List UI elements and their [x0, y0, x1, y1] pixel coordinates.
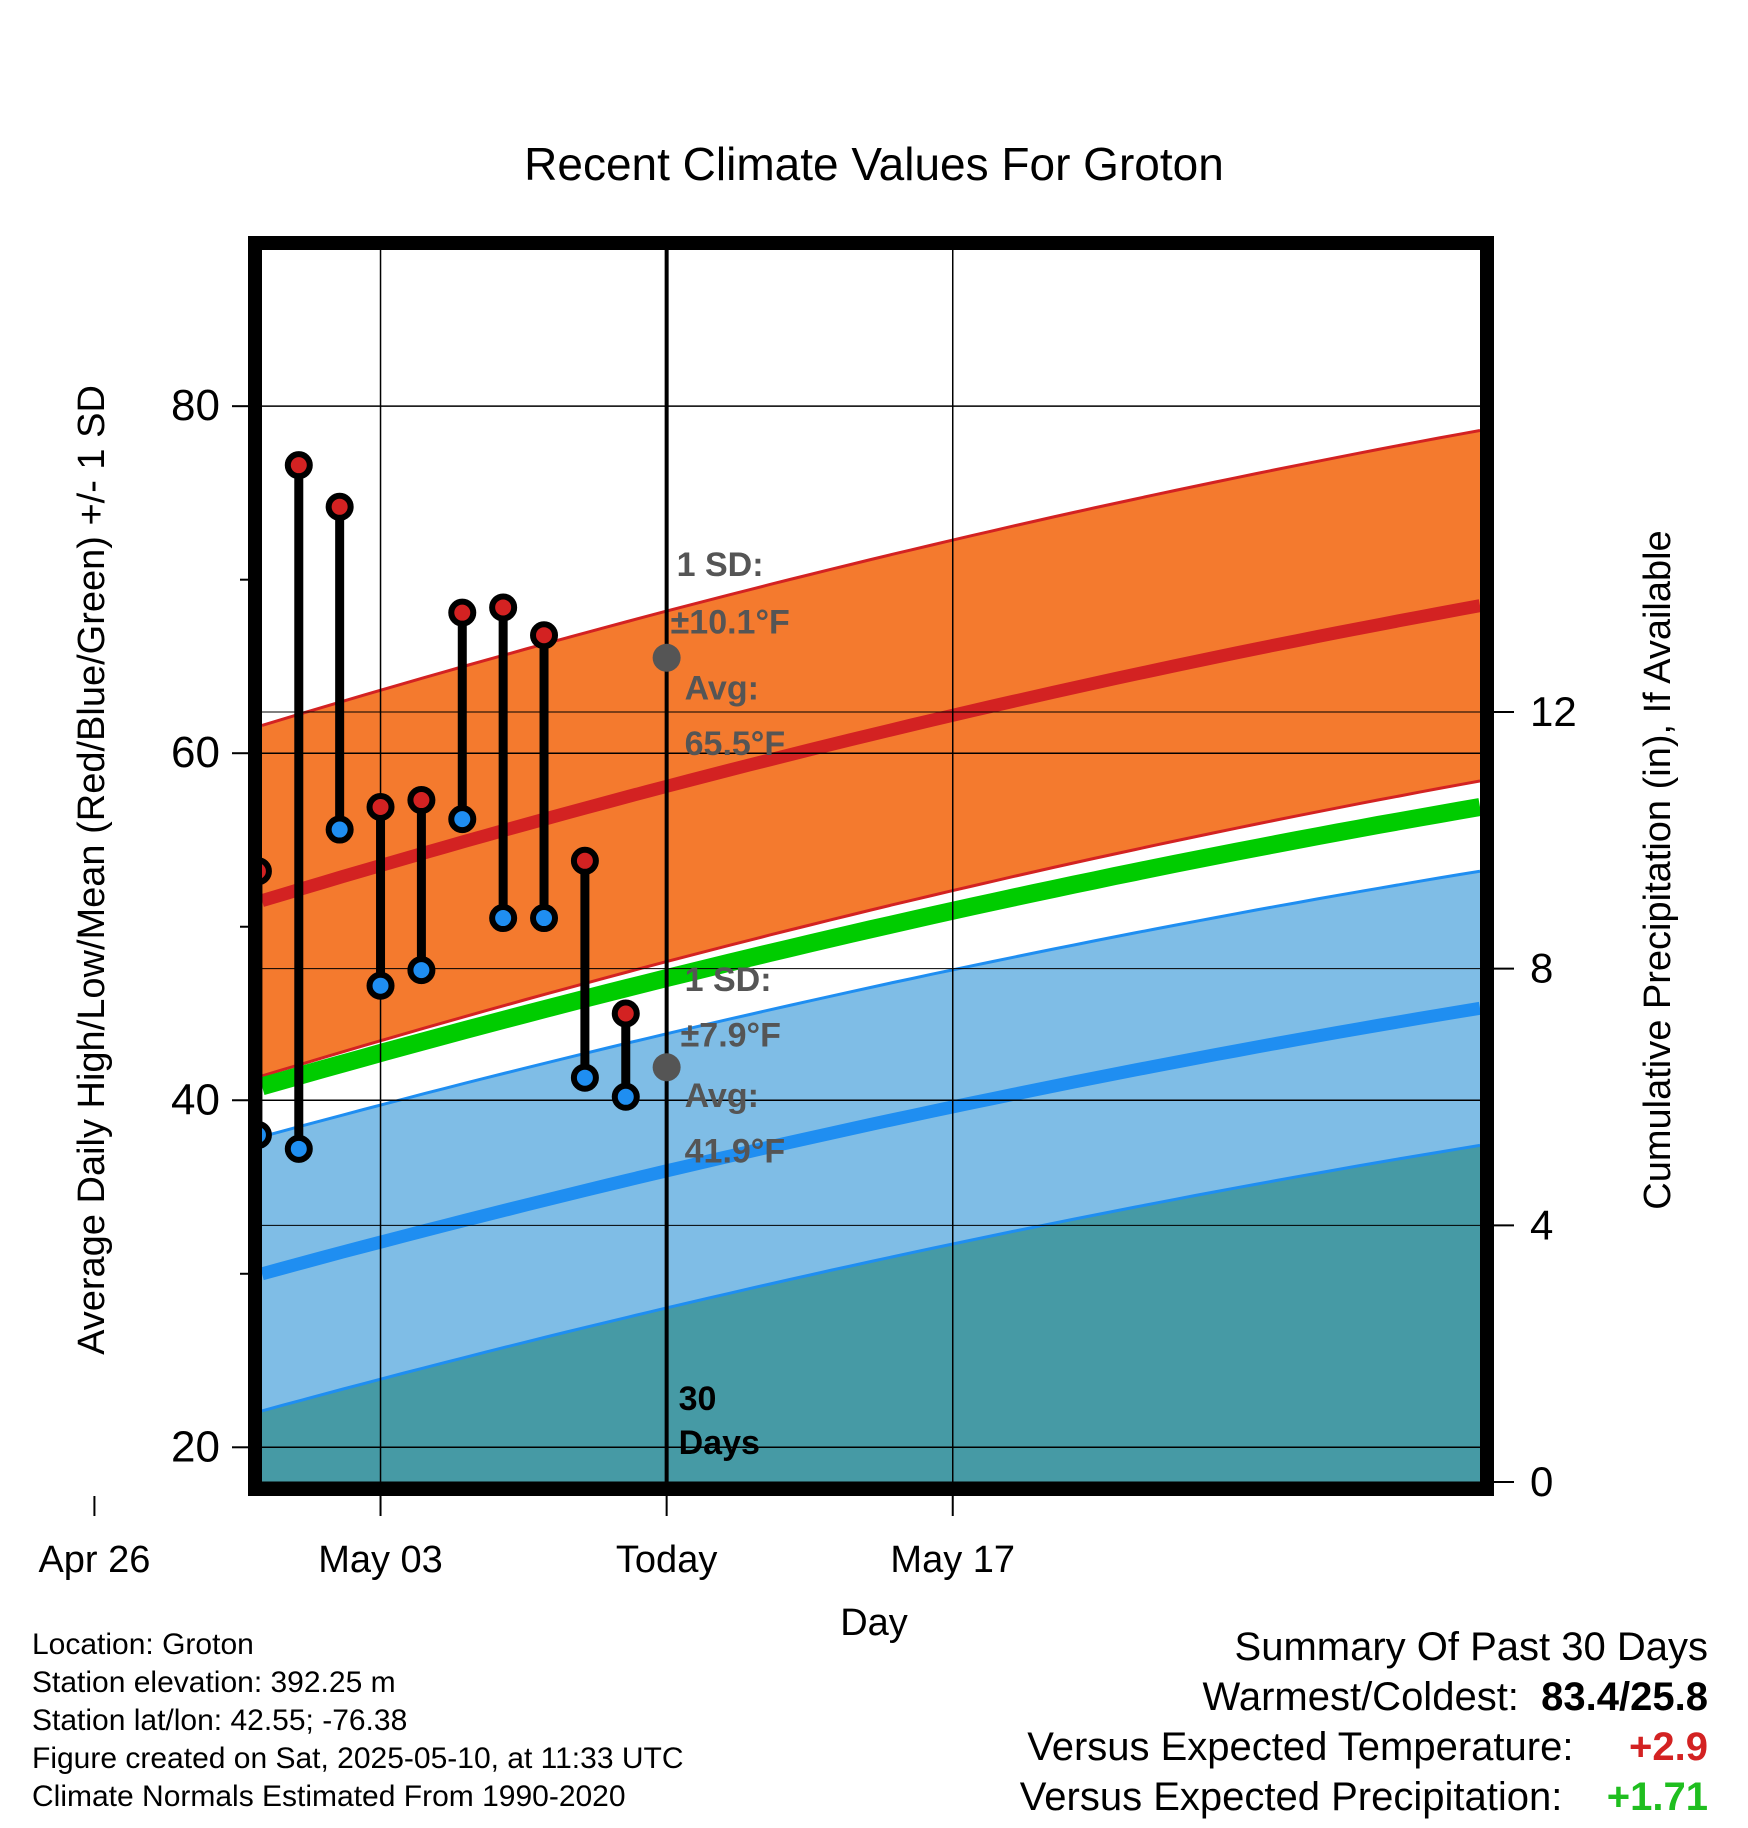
- low-sd-label: 1 SD:: [685, 961, 772, 999]
- normal-high-line: [262, 599, 1480, 907]
- summary-precip-label: Versus Expected Precipitation:: [1019, 1775, 1563, 1819]
- daily-high-point: [325, 492, 354, 521]
- summary-coldest-value: 25.8: [1630, 1675, 1708, 1719]
- today-low-avg-marker: [652, 1053, 681, 1082]
- summary-slash: /: [1619, 1675, 1631, 1719]
- daily-high-point: [262, 857, 272, 885]
- daily-low-point: [284, 1134, 313, 1163]
- x-tick-label: Apr 26: [38, 1539, 150, 1581]
- summary-panel: Summary Of Past 30 Days Warmest/Coldest:…: [1020, 1622, 1708, 1822]
- info-elevation: Station elevation: 392.25 m: [32, 1666, 396, 1699]
- daily-low-point: [611, 1082, 640, 1111]
- daily-low-point: [43, 845, 65, 867]
- info-created: Figure created on Sat, 2025-05-10, at 11…: [32, 1742, 684, 1775]
- daily-low-point: [570, 1063, 599, 1092]
- daily-low-point: [165, 1174, 187, 1196]
- daily-low-point: [2, 992, 24, 1014]
- x-axis-label: Day: [840, 1602, 908, 1644]
- normal-high-sd-band-lower-edge: [262, 779, 1480, 1078]
- summary-heading: Summary Of Past 30 Days: [1234, 1625, 1708, 1669]
- info-latlon: Station lat/lon: 42.55; -76.38: [32, 1704, 408, 1737]
- summary-precip-row: Versus Expected Precipitation: +1.71: [1020, 1772, 1708, 1822]
- y-tick-label: 60: [171, 728, 220, 777]
- daily-high-point: [489, 593, 518, 622]
- low-avg-value: 41.9°F: [685, 1133, 786, 1171]
- daily-low-point: [530, 904, 559, 933]
- y-tick-label: 20: [171, 1422, 220, 1471]
- daily-high-point: [43, 444, 65, 466]
- info-location: Location: Groton: [32, 1628, 254, 1661]
- high-sd-value: ±10.1°F: [671, 603, 790, 641]
- today-high-avg-marker: [652, 643, 681, 672]
- normal-low-sd-band-upper-edge: [262, 869, 1480, 1139]
- y-tick-label: 80: [171, 381, 220, 430]
- y2-tick-label: 8: [1530, 945, 1553, 992]
- daily-high-point: [124, 794, 146, 816]
- summary-warmest-value: 83.4: [1541, 1675, 1620, 1719]
- info-normals: Climate Normals Estimated From 1990-2020: [32, 1780, 626, 1813]
- daily-low-point: [124, 1119, 146, 1141]
- y2-tick-label: 0: [1530, 1458, 1553, 1505]
- normal-mean-line: [262, 798, 1480, 1096]
- daily-low-point: [206, 871, 228, 893]
- high-sd-label: 1 SD:: [677, 546, 764, 584]
- high-avg-label: Avg:: [685, 669, 759, 707]
- daily-low-point: [407, 956, 436, 985]
- daily-high-point: [530, 621, 559, 650]
- daily-high-point: [2, 414, 24, 436]
- daily-low-point: [448, 805, 477, 834]
- daily-high-point: [407, 786, 436, 815]
- summary-temp-row: Versus Expected Temperature: +2.9: [1020, 1722, 1708, 1772]
- plot-area: 1 SD: ±10.1°F Avg: 65.5°F 1 SD: ±7.9°F Avg: 41.…: [2, 236, 1577, 1581]
- low-avg-label: Avg:: [685, 1077, 759, 1115]
- y2-axis-label: Cumulative Precipitation (in), If Availa…: [1637, 530, 1679, 1209]
- y-axis-label: Average Daily High/Low/Mean (Red/Blue/Gr…: [71, 385, 113, 1355]
- days-label-number: 30: [679, 1380, 717, 1418]
- daily-high-point: [366, 793, 395, 822]
- daily-high-point: [165, 534, 187, 556]
- daily-low-point: [325, 815, 354, 844]
- x-tick-label: May 03: [318, 1539, 443, 1581]
- daily-high-point: [448, 598, 477, 627]
- daily-low-point: [366, 971, 395, 1000]
- summary-temp-label: Versus Expected Temperature:: [1027, 1725, 1574, 1769]
- station-info: Location: Groton Station elevation: 392.…: [32, 1626, 684, 1816]
- y2-tick-label: 4: [1530, 1201, 1553, 1248]
- low-sd-value: ±7.9°F: [681, 1016, 781, 1054]
- normal-low-sd-band-lower-edge: [262, 1143, 1480, 1413]
- summary-temp-value: +2.9: [1629, 1725, 1708, 1769]
- plot-content: [2, 250, 1480, 1482]
- y-tick-label: 40: [171, 1075, 220, 1124]
- high-avg-value: 65.5°F: [685, 725, 786, 763]
- summary-precip-value: +1.71: [1606, 1775, 1708, 1819]
- summary-warmest-row: Warmest/Coldest: 83.4/25.8: [1020, 1672, 1708, 1722]
- daily-high-point: [570, 846, 599, 875]
- plot-frame: [248, 236, 1494, 1496]
- x-tick-label: Today: [616, 1539, 717, 1581]
- normal-low-line: [262, 1001, 1480, 1281]
- x-tick-label: May 17: [890, 1539, 1015, 1581]
- days-label-text: Days: [679, 1424, 760, 1462]
- summary-warmest-label: Warmest/Coldest:: [1202, 1675, 1519, 1719]
- y2-tick-label: 12: [1530, 688, 1577, 735]
- chart-title: Recent Climate Values For Groton: [524, 138, 1224, 190]
- normal-low-sd-band: [262, 871, 1480, 1411]
- daily-low-point: [262, 1121, 272, 1149]
- daily-high-point: [206, 336, 228, 358]
- daily-high-point: [284, 451, 313, 480]
- daily-low-point: [489, 904, 518, 933]
- daily-high-point: [611, 999, 640, 1028]
